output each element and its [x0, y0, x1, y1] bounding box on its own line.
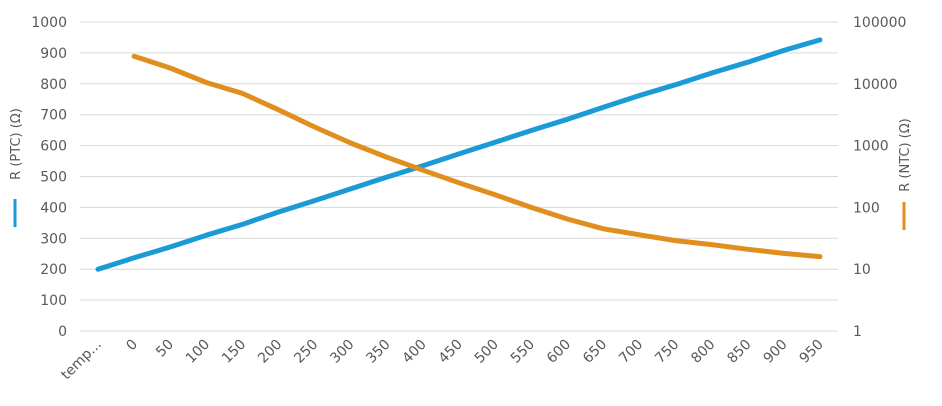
- left-axis-tick-label: 800: [40, 77, 67, 93]
- x-axis-tick-label: 250: [291, 337, 321, 367]
- left-axis-title: R (PTC) (Ω): [9, 108, 24, 227]
- left-axis-tick-labels: 0 100 200 300 400 500 600 700 800 900 1000: [31, 15, 67, 340]
- x-axis-tick-label: 650: [580, 337, 610, 367]
- left-axis-tick-label: 100: [40, 293, 67, 309]
- x-axis-tick-label: 550: [508, 337, 538, 367]
- x-axis-tick-label: 50: [153, 337, 177, 361]
- x-axis-tick-label: 600: [544, 337, 574, 367]
- left-axis-tick-label: 1000: [31, 15, 67, 31]
- left-axis-title-text: R (PTC) (Ω): [9, 108, 24, 180]
- x-axis-tick-label: 500: [472, 337, 502, 367]
- x-axis-tick-label: 100: [183, 337, 213, 367]
- x-axis-tick-label: 300: [327, 337, 357, 367]
- series-line-ptc: [95, 37, 823, 272]
- left-axis-tick-label: 500: [40, 170, 67, 186]
- right-axis-title: R (NTC) (Ω): [898, 118, 913, 230]
- x-axis-tick-label: 450: [436, 337, 466, 367]
- left-axis-tick-label: 900: [40, 46, 67, 62]
- right-axis-tick-labels: 1 10 100 1000 10000 100000: [853, 15, 906, 340]
- x-axis-tick-label: 200: [255, 337, 285, 367]
- right-axis-tick-label: 100000: [853, 15, 906, 31]
- x-axis-tick-label: 900: [760, 337, 790, 367]
- series-line-ntc: [131, 53, 823, 260]
- x-axis-tick-label: 0: [123, 337, 141, 355]
- left-axis-tick-label: 400: [40, 200, 67, 216]
- x-axis-tick-label: 800: [688, 337, 718, 367]
- left-axis-tick-label: 300: [40, 231, 67, 247]
- right-axis-tick-label: 1000: [853, 139, 889, 155]
- gridlines: [80, 21, 838, 332]
- left-axis-tick-label: 0: [58, 324, 67, 340]
- x-axis-tick-label: 750: [652, 337, 682, 367]
- left-axis-tick-label: 700: [40, 108, 67, 124]
- right-axis-tick-label: 1: [853, 324, 862, 340]
- x-axis-tick-labels: temp... 0 50 100 150 200 250 300 350 400 450 500 550…: [58, 337, 827, 384]
- right-axis-tick-label: 10000: [853, 77, 898, 93]
- x-axis-tick-label: 350: [363, 337, 393, 367]
- series-lines: [95, 37, 823, 272]
- right-axis-tick-label: 10: [853, 262, 871, 278]
- x-axis-tick-label: 150: [219, 337, 249, 367]
- left-axis-tick-label: 200: [40, 262, 67, 278]
- x-axis-tick-label: temp...: [58, 337, 105, 384]
- x-axis-tick-label: 400: [400, 337, 430, 367]
- right-axis-tick-label: 100: [853, 200, 880, 216]
- x-axis-tick-label: 950: [797, 337, 827, 367]
- x-axis-tick-label: 850: [724, 337, 754, 367]
- left-axis-tick-label: 600: [40, 139, 67, 155]
- x-axis-tick-label: 700: [616, 337, 646, 367]
- right-axis-title-text: R (NTC) (Ω): [898, 118, 913, 192]
